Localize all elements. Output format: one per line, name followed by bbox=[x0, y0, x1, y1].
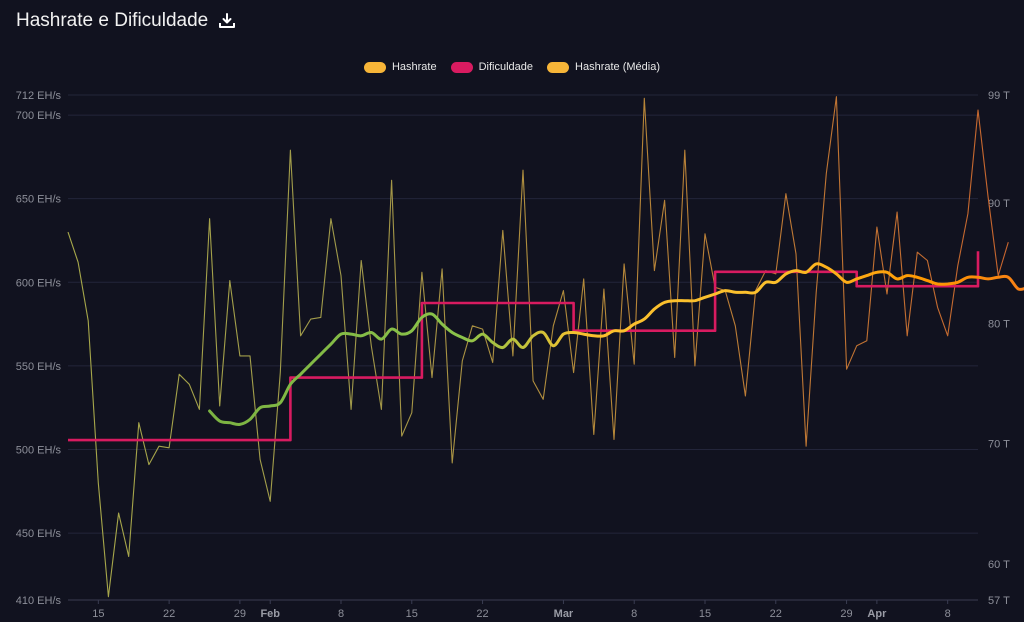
y-left-tick-label: 450 EH/s bbox=[16, 528, 62, 540]
x-axis: 15 22 29 Feb 8 15 22 Mar 8 15 22 29 Apr 8 bbox=[68, 599, 978, 620]
x-tick-label: 22 bbox=[476, 608, 488, 620]
legend-swatch-average bbox=[547, 61, 570, 73]
y-left-tick-label: 600 EH/s bbox=[16, 277, 62, 289]
download-icon[interactable] bbox=[218, 12, 236, 30]
legend-swatch-difficulty bbox=[450, 61, 473, 73]
x-tick-label: 22 bbox=[770, 608, 782, 620]
x-tick-label: 8 bbox=[631, 608, 637, 620]
x-tick-label: 8 bbox=[945, 608, 951, 620]
y-right-tick-label: 80 T bbox=[988, 318, 1010, 330]
chart-title: Hashrate e Dificuldade bbox=[16, 10, 209, 31]
chart-legend: Hashrate Dificuldade Hashrate (Média) bbox=[0, 61, 1024, 73]
y-left-tick-label: 700 EH/s bbox=[16, 110, 62, 122]
x-tick-label: 15 bbox=[699, 608, 711, 620]
y-left-tick-label: 650 EH/s bbox=[16, 194, 62, 206]
right-y-axis: 99 T 90 T 80 T 70 T 60 T 57 T bbox=[988, 90, 1010, 607]
legend-swatch-hashrate bbox=[363, 61, 386, 73]
x-tick-label: Apr bbox=[867, 608, 887, 620]
y-right-tick-label: 70 T bbox=[988, 439, 1010, 451]
y-left-tick-label: 712 EH/s bbox=[16, 90, 62, 102]
chart-header: Hashrate e Dificuldade bbox=[16, 10, 236, 32]
x-tick-label: Mar bbox=[554, 608, 574, 620]
difficulty-series-line bbox=[68, 251, 980, 442]
x-tick-label: 22 bbox=[163, 608, 175, 620]
hashrate-series-line bbox=[67, 96, 1009, 598]
x-tick-label: 15 bbox=[92, 608, 104, 620]
y-left-tick-label: 500 EH/s bbox=[16, 445, 62, 457]
series-lines bbox=[67, 96, 1024, 598]
y-right-tick-label: 90 T bbox=[988, 198, 1010, 210]
legend-label-difficulty: Dificuldade bbox=[478, 61, 534, 73]
y-left-tick-label: 410 EH/s bbox=[16, 595, 62, 607]
legend-label-hashrate: Hashrate bbox=[391, 61, 437, 73]
y-right-tick-label: 57 T bbox=[988, 595, 1010, 607]
x-tick-label: 29 bbox=[234, 608, 246, 620]
y-right-tick-label: 99 T bbox=[988, 90, 1010, 102]
x-tick-label: Feb bbox=[260, 608, 280, 620]
left-y-axis: 712 EH/s 700 EH/s 650 EH/s 600 EH/s 550 EH/s… bbox=[16, 90, 62, 607]
legend-item-hashrate[interactable]: Hashrate bbox=[363, 61, 437, 73]
y-right-tick-label: 60 T bbox=[988, 559, 1010, 571]
legend-label-average: Hashrate (Média) bbox=[575, 61, 661, 73]
x-tick-label: 29 bbox=[840, 608, 852, 620]
x-tick-label: 8 bbox=[338, 608, 344, 620]
legend-item-difficulty[interactable]: Dificuldade bbox=[450, 61, 534, 73]
legend-item-average[interactable]: Hashrate (Média) bbox=[547, 61, 660, 73]
x-tick-label: 15 bbox=[406, 608, 418, 620]
y-left-tick-label: 550 EH/s bbox=[16, 361, 62, 373]
hashrate-average-series-line bbox=[208, 262, 1024, 427]
